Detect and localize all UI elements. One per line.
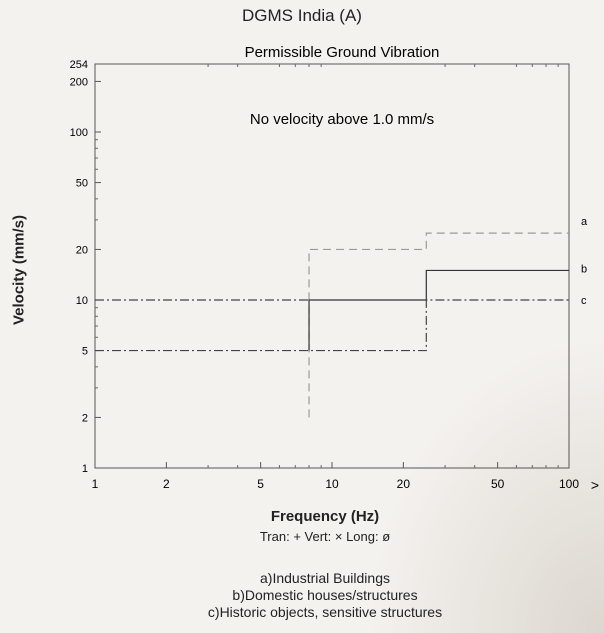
x-axis-label: Frequency (Hz): [270, 508, 380, 525]
series-line-a: [308, 232, 569, 418]
marker-key: Tran: + Vert: × Long: ø: [259, 529, 391, 544]
y-tick-label: 254: [70, 59, 88, 71]
legend: a)Industrial Buildings b)Domestic houses…: [0, 570, 604, 621]
x-tick-label: 20: [397, 477, 411, 491]
x-tick-label: 1: [92, 477, 99, 491]
series-end-label-c: c: [581, 295, 587, 307]
series-end-label-b: b: [581, 263, 587, 275]
x-tick-label: 5: [257, 477, 264, 491]
y-axis-label: Velocity (mm/s): [10, 214, 28, 326]
legend-item-b: b)Domestic houses/structures: [232, 587, 418, 603]
x-tick-label: 100: [559, 477, 579, 491]
y-tick-label: 100: [70, 127, 88, 139]
y-tick-label: 50: [76, 178, 88, 190]
y-tick-label: 1: [82, 463, 88, 475]
y-tick-label: 5: [82, 346, 88, 358]
x-tick-label: 50: [491, 477, 505, 491]
x-tick-label: 10: [325, 477, 339, 491]
y-tick-label: 200: [70, 76, 88, 88]
page-title: DGMS India (A): [242, 6, 362, 25]
x-axis-arrow: >: [591, 477, 599, 493]
legend-item-a: a)Industrial Buildings: [260, 570, 390, 586]
y-tick-label: 20: [76, 244, 88, 256]
series-line-c: [95, 299, 569, 352]
series-line-b: [308, 269, 569, 351]
series-end-label-a: a: [581, 216, 588, 228]
y-tick-label: 10: [76, 295, 88, 307]
legend-item-c: c)Historic objects, sensitive structures: [207, 604, 443, 620]
chart-annotation: No velocity above 1.0 mm/s: [250, 111, 434, 128]
chart-title: Permissible Ground Vibration: [245, 44, 440, 61]
x-tick-label: 2: [163, 477, 170, 491]
y-tick-label: 2: [82, 412, 88, 424]
